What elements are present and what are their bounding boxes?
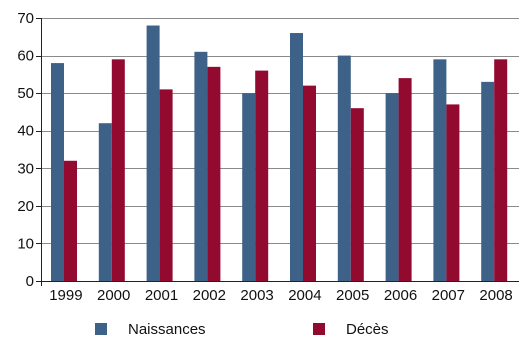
x-tick-label-2008: 2008 — [479, 287, 512, 304]
bar-naissances-2004 — [290, 33, 303, 282]
y-tick-label-30: 30 — [17, 160, 34, 177]
bar-naissances-2007 — [433, 59, 447, 282]
bar-naissances-2008 — [481, 81, 495, 281]
y-tick-label-50: 50 — [17, 85, 34, 102]
axes — [36, 18, 519, 286]
bar-naissances-2002 — [194, 51, 208, 281]
x-tick-label-2000: 2000 — [97, 287, 130, 304]
bar-naissances-2006 — [385, 93, 399, 282]
y-tick-label-0: 0 — [26, 273, 34, 290]
legend-swatch-deces — [313, 323, 325, 335]
bars — [51, 25, 508, 282]
bar-deces-2002 — [207, 66, 221, 281]
bar-deces-2001 — [159, 89, 173, 281]
x-tick-labels: 1999 2000 2001 2002 2003 2004 2005 2006 2007 2008 — [49, 287, 513, 304]
x-tick-label-2001: 2001 — [145, 287, 178, 304]
bar-naissances-2000 — [98, 123, 112, 281]
y-tick-label-60: 60 — [17, 48, 34, 65]
bar-deces-2007 — [446, 104, 460, 282]
bar-deces-1999 — [64, 160, 77, 281]
y-tick-label-70: 70 — [17, 10, 34, 27]
bar-naissances-2003 — [242, 93, 256, 282]
legend-item-deces: Décès — [313, 318, 389, 340]
x-tick-label-2007: 2007 — [432, 287, 465, 304]
x-tick-label-1999: 1999 — [49, 287, 82, 304]
x-tick-label-2006: 2006 — [384, 287, 417, 304]
bar-deces-2006 — [398, 78, 412, 281]
bar-naissances-2001 — [146, 25, 160, 282]
bar-deces-2008 — [494, 59, 508, 282]
legend-label-deces: Décès — [346, 320, 389, 338]
y-tick-label-40: 40 — [17, 123, 34, 140]
bar-deces-2003 — [255, 70, 269, 281]
bar-naissances-1999 — [51, 63, 64, 282]
legend-label-naissances: Naissances — [128, 320, 206, 338]
bar-naissances-2005 — [337, 55, 351, 282]
x-tick-label-2004: 2004 — [288, 287, 321, 304]
x-tick-label-2005: 2005 — [336, 287, 369, 304]
y-tick-label-20: 20 — [17, 198, 34, 215]
bar-deces-2000 — [111, 59, 125, 282]
y-tick-labels: 0 10 20 30 40 50 60 70 — [17, 10, 34, 290]
legend: Naissances Décès — [0, 318, 521, 340]
legend-swatch-naissances — [95, 323, 107, 335]
bar-deces-2004 — [303, 85, 316, 281]
bar-deces-2005 — [350, 108, 364, 282]
y-tick-label-10: 10 — [17, 235, 34, 252]
x-tick-label-2003: 2003 — [240, 287, 273, 304]
legend-item-naissances: Naissances — [95, 318, 206, 340]
x-tick-label-2002: 2002 — [193, 287, 226, 304]
